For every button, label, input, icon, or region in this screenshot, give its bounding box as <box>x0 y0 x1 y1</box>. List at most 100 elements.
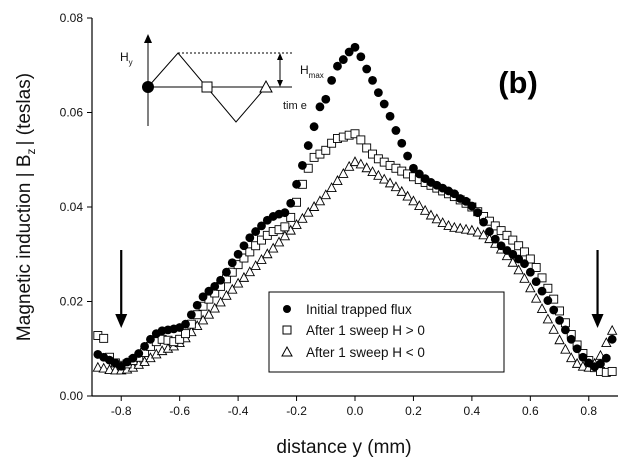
down-arrow-head <box>115 314 128 328</box>
point-initial-flux <box>461 196 471 206</box>
x-axis-ticks: -0.8 -0.6 -0.4 -0.2 0.0 0.2 0.4 0.6 0.8 <box>111 396 597 418</box>
point-initial-flux <box>531 277 541 287</box>
point-initial-flux <box>321 94 331 104</box>
point-initial-flux <box>134 349 144 358</box>
point-sweep-positive <box>245 247 255 257</box>
point-initial-flux <box>286 198 296 208</box>
x-tick-label: -0.2 <box>286 404 307 418</box>
point-sweep-negative <box>378 173 390 184</box>
point-initial-flux <box>298 161 307 170</box>
point-sweep-negative <box>314 195 326 206</box>
point-sweep-positive <box>280 222 290 232</box>
point-sweep-positive <box>286 212 296 222</box>
y-axis-title-sub: z <box>24 148 38 154</box>
y-axis-title-main: Magnetic induction | B <box>14 154 35 341</box>
point-sweep-negative <box>548 323 559 334</box>
series-filled-circle <box>93 42 617 372</box>
point-sweep-negative <box>238 271 250 282</box>
point-initial-flux <box>192 300 202 310</box>
legend-label-initial: Initial trapped flux <box>306 302 412 317</box>
point-initial-flux <box>496 241 506 251</box>
point-initial-flux <box>379 99 389 109</box>
inset-hmax-label: H <box>300 63 309 77</box>
point-sweep-positive <box>496 226 506 236</box>
y-tick-label: 0.00 <box>60 389 84 403</box>
point-sweep-positive <box>508 235 518 245</box>
point-initial-flux <box>414 169 424 179</box>
svg-text:Hy: Hy <box>120 50 133 67</box>
x-tick-label: -0.8 <box>111 404 132 418</box>
point-sweep-negative <box>291 218 302 229</box>
point-initial-flux <box>572 344 582 354</box>
point-sweep-negative <box>460 223 472 234</box>
point-initial-flux <box>280 208 290 218</box>
series-open-triangle <box>92 156 618 375</box>
point-sweep-negative <box>507 256 519 267</box>
legend-marker-sweep-neg <box>281 345 293 357</box>
point-sweep-negative <box>279 230 291 241</box>
point-sweep-positive <box>175 334 185 344</box>
point-initial-flux <box>561 325 570 335</box>
point-initial-flux <box>479 217 488 227</box>
point-sweep-positive <box>321 145 331 155</box>
x-tick-label: 0.6 <box>522 404 539 418</box>
y-tick-label: 0.04 <box>60 200 84 214</box>
point-sweep-negative <box>355 158 367 169</box>
point-initial-flux <box>186 310 196 320</box>
point-sweep-negative <box>338 167 349 178</box>
point-sweep-negative <box>519 272 530 283</box>
point-sweep-negative <box>431 213 443 224</box>
point-sweep-negative <box>554 334 565 345</box>
point-sweep-negative <box>250 260 261 271</box>
svg-text:Hmax: Hmax <box>300 63 324 80</box>
point-initial-flux <box>344 47 354 57</box>
point-initial-flux <box>245 233 255 243</box>
point-initial-flux <box>485 227 494 236</box>
data-marks <box>92 42 618 377</box>
point-sweep-negative <box>560 343 571 354</box>
point-initial-flux <box>251 227 261 236</box>
point-sweep-positive <box>362 143 372 153</box>
point-initial-flux <box>210 281 220 291</box>
point-sweep-negative <box>209 302 220 313</box>
point-sweep-positive <box>502 230 512 240</box>
x-tick-label: 0.0 <box>347 404 364 418</box>
point-sweep-negative <box>571 357 583 368</box>
point-sweep-negative <box>98 362 109 373</box>
point-initial-flux <box>555 316 564 325</box>
point-sweep-negative <box>577 360 589 371</box>
point-initial-flux <box>490 234 500 244</box>
point-initial-flux <box>216 275 225 285</box>
point-initial-flux <box>543 296 553 305</box>
point-sweep-negative <box>215 296 226 307</box>
point-sweep-negative <box>373 169 384 180</box>
x-tick-label: -0.4 <box>228 404 249 418</box>
point-sweep-negative <box>221 289 232 300</box>
legend: Initial trapped flux After 1 sweep H > 0… <box>268 291 505 373</box>
point-sweep-negative <box>606 324 618 335</box>
point-initial-flux <box>566 334 576 344</box>
point-sweep-negative <box>203 308 215 319</box>
point-sweep-negative <box>384 177 396 188</box>
x-axis-title: distance y (mm) <box>276 437 411 458</box>
point-sweep-positive <box>350 129 360 139</box>
y-tick-label: 0.06 <box>60 106 84 120</box>
point-initial-flux <box>315 102 325 112</box>
point-sweep-positive <box>531 263 541 272</box>
inset-h-label: H <box>120 50 129 64</box>
point-initial-flux <box>327 75 337 85</box>
point-sweep-positive <box>257 235 266 245</box>
legend-label-sweep-pos: After 1 sweep H > 0 <box>306 323 425 338</box>
point-initial-flux <box>607 334 617 344</box>
point-sweep-negative <box>449 221 460 232</box>
point-sweep-negative <box>408 195 419 206</box>
point-sweep-positive <box>368 149 377 159</box>
y-tick-label: 0.08 <box>60 11 84 25</box>
point-sweep-positive <box>514 241 524 251</box>
point-initial-flux <box>257 221 266 231</box>
legend-marker-sweep-pos <box>282 325 292 335</box>
inset-start-marker <box>142 81 154 93</box>
point-initial-flux <box>508 249 518 259</box>
point-sweep-negative <box>232 277 244 288</box>
